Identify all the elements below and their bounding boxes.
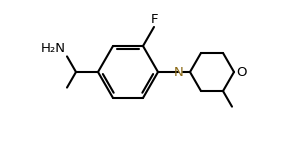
- Text: H₂N: H₂N: [41, 42, 66, 55]
- Text: O: O: [236, 66, 246, 78]
- Text: N: N: [174, 66, 184, 78]
- Text: F: F: [150, 13, 158, 26]
